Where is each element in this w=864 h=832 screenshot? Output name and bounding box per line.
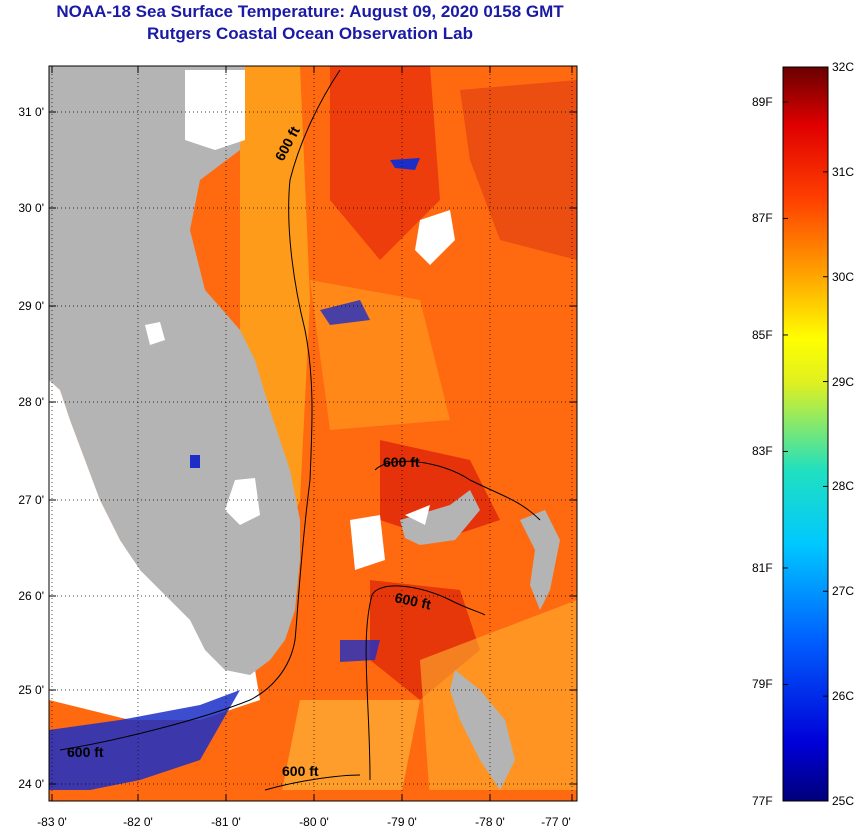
colorbar-fahrenheit-label: 89F — [752, 94, 773, 109]
lat-label: 31 0' — [18, 105, 44, 119]
colorbar-fahrenheit-label: 77F — [752, 794, 773, 808]
warm-patch-straits — [280, 700, 420, 801]
cloud-offshore-1 — [415, 210, 455, 265]
isobath-line-bahamas — [374, 460, 541, 521]
cool-speck-1 — [390, 158, 420, 170]
lat-label: 30 0' — [18, 201, 44, 215]
colorbar-ticks — [783, 66, 828, 802]
map-subtitle: Rutgers Coastal Ocean Observation Lab — [147, 24, 473, 43]
colorbar-fahrenheit-label: 87F — [752, 211, 773, 226]
map-title: NOAA-18 Sea Surface Temperature: August … — [56, 2, 564, 21]
cool-speck-3 — [340, 640, 380, 662]
colorbar — [782, 66, 829, 802]
latitude-axis: 31 0' 30 0' 29 0' 28 0' 27 0' 26 0' 25 0' 24 0' — [18, 105, 577, 791]
graticule — [49, 66, 577, 801]
abaco — [520, 510, 560, 610]
lat-label: 29 0' — [18, 299, 44, 313]
colorbar-celsius-label: 29C — [832, 374, 855, 389]
colorbar-fahrenheit-label: 81F — [752, 560, 773, 575]
lat-label: 25 0' — [18, 683, 44, 697]
cloud-offshore-3 — [405, 505, 430, 525]
lon-label: -82 0' — [123, 815, 153, 829]
grand-bahama — [400, 490, 480, 545]
lon-label: -77 0' — [541, 815, 571, 829]
gulf-cloud-area — [49, 380, 140, 570]
lon-label: -78 0' — [475, 815, 505, 829]
colorbar-fahrenheit-label: 83F — [752, 444, 773, 459]
lon-label: -83 0' — [37, 815, 67, 829]
isobath-label-south: 600 ft — [393, 589, 432, 612]
lake-cloud — [145, 322, 165, 345]
andros — [450, 670, 515, 790]
colorbar-celsius-label: 28C — [832, 479, 855, 494]
land-cloud-north — [185, 70, 245, 150]
colorbar-celsius-label: 31C — [832, 164, 855, 179]
colorbar-celsius-label: 32C — [832, 60, 855, 74]
lat-label: 28 0' — [18, 395, 44, 409]
isobath-label-keys: 600 ft — [67, 744, 104, 760]
lon-label: -79 0' — [387, 815, 417, 829]
colorbar-celsius-label: 27C — [832, 584, 855, 599]
lon-label: -81 0' — [211, 815, 241, 829]
southern-edge — [49, 790, 577, 801]
longitude-axis: -83 0' -82 0' -81 0' -80 0' -79 0' -78 0' -77 … — [37, 66, 573, 829]
lat-label: 27 0' — [18, 493, 44, 507]
hot-patch-northeast — [460, 80, 577, 260]
keys-cool-water — [49, 690, 240, 790]
lake-okeechobee-cloud — [225, 478, 260, 525]
map-panel — [49, 66, 577, 801]
colorbar-fahrenheit-label: 85F — [752, 327, 773, 342]
lat-label: 24 0' — [18, 777, 44, 791]
isobath-label-straits: 600 ft — [282, 763, 319, 779]
cloud-offshore-2 — [350, 515, 385, 570]
isobath-line-main — [59, 69, 341, 751]
hot-patch-north — [330, 66, 440, 260]
map-frame — [48, 65, 578, 802]
warm-patch-southeast — [420, 600, 577, 801]
colorbar-celsius-label: 30C — [832, 269, 855, 284]
isobath-label-bahamas: 600 ft — [383, 454, 420, 470]
lat-label: 26 0' — [18, 589, 44, 603]
colorbar-celsius-label: 25C — [832, 794, 855, 808]
colorbar-fahrenheit-label: 79F — [752, 677, 773, 692]
isobath-line-straits — [264, 774, 361, 791]
cool-speck-4 — [190, 455, 200, 468]
isobath-line-south — [365, 585, 486, 781]
colorbar-celsius-label: 26C — [832, 689, 855, 704]
florida-land — [49, 66, 300, 675]
lon-label: -80 0' — [299, 815, 329, 829]
